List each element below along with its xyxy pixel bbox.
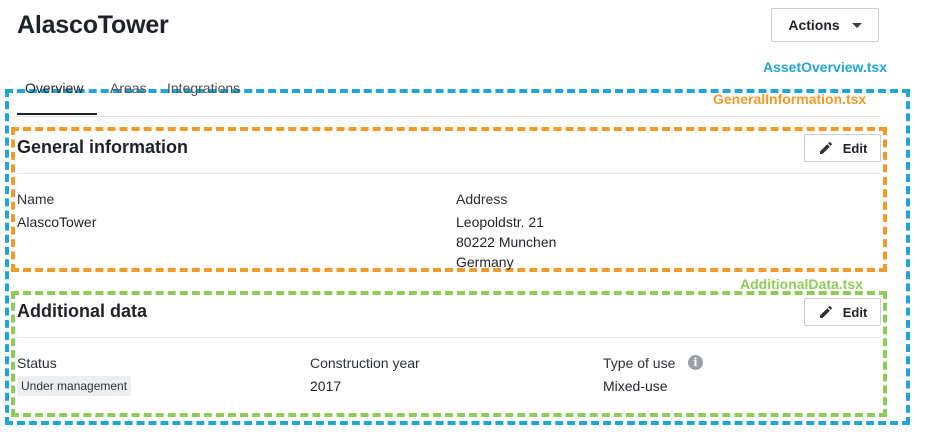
additional-data-outline [11, 291, 887, 417]
construction-year-label: Construction year [310, 355, 420, 371]
additional-data-annotation: AdditionalData.tsx [740, 276, 863, 292]
info-icon[interactable]: i [688, 355, 703, 370]
actions-button-label: Actions [788, 17, 840, 33]
name-value: AlascoTower [17, 214, 97, 230]
general-information-edit-label: Edit [842, 140, 868, 156]
pencil-icon [819, 306, 832, 318]
tab-integrations[interactable]: Integrations [167, 80, 241, 96]
address-label: Address [456, 191, 508, 207]
additional-data-edit-label: Edit [842, 304, 868, 320]
asset-overview-outline [5, 89, 910, 425]
status-label: Status [17, 355, 57, 371]
address-line-1: Leopoldstr. 21 [456, 214, 544, 230]
tab-bar: Overview Areas Integrations [17, 78, 881, 117]
general-information-edit-button[interactable]: Edit [804, 134, 881, 162]
status-badge: Under management [17, 376, 132, 396]
construction-year-value: 2017 [310, 378, 342, 394]
asset-overview-annotation: AssetOverview.tsx [763, 59, 887, 75]
name-label: Name [17, 191, 55, 207]
additional-data-title: Additional data [17, 301, 147, 321]
additional-data-edit-button[interactable]: Edit [804, 298, 881, 326]
tab-overview[interactable]: Overview [25, 80, 84, 96]
general-information-title: General information [17, 137, 189, 157]
chevron-down-icon [851, 22, 862, 28]
tab-areas[interactable]: Areas [110, 80, 147, 96]
address-line-3: Germany [456, 254, 514, 270]
general-information-header: General information Edit [17, 133, 881, 174]
general-information-outline [11, 127, 887, 272]
type-of-use-value: Mixed-use [603, 378, 668, 394]
general-information-annotation: GeneralInformation.tsx [713, 91, 867, 107]
additional-data-header: Additional data Edit [17, 297, 881, 338]
page-title: AlascoTower [17, 11, 169, 39]
address-line-2: 80222 Munchen [456, 234, 557, 250]
type-of-use-label: Type of use [603, 355, 676, 371]
pencil-icon [819, 142, 832, 154]
active-tab-indicator [17, 113, 97, 115]
actions-button[interactable]: Actions [771, 8, 879, 42]
